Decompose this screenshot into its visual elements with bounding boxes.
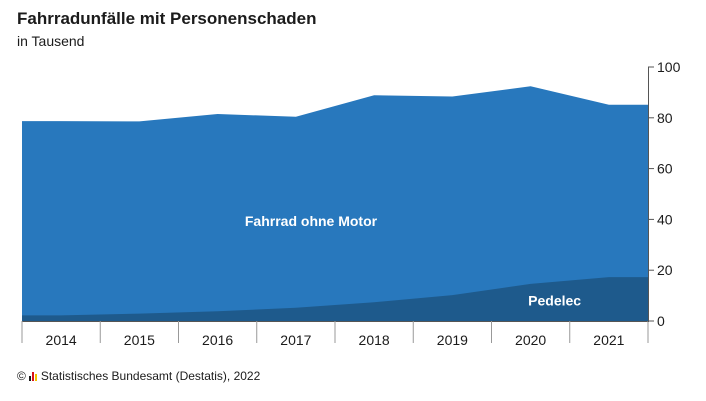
x-tick-label-2017: 2017 <box>280 332 311 348</box>
source-note: © Statistisches Bundesamt (Destatis), 20… <box>17 369 260 383</box>
chart-title: Fahrradunfälle mit Personenschaden <box>17 9 317 28</box>
x-tick-label-2019: 2019 <box>437 332 468 348</box>
y-tick-label-0: 0 <box>657 313 665 329</box>
y-tick-label-40: 40 <box>657 211 673 227</box>
x-tick-label-2018: 2018 <box>359 332 390 348</box>
x-tick-label-2014: 2014 <box>46 332 77 348</box>
chart-subtitle: in Tausend <box>17 33 85 49</box>
x-tick-label-2021: 2021 <box>593 332 624 348</box>
x-tick-label-2016: 2016 <box>202 332 233 348</box>
y-tick-label-20: 20 <box>657 262 673 278</box>
copyright-symbol: © <box>17 369 26 383</box>
y-tick-label-80: 80 <box>657 110 673 126</box>
series-area-fahrrad-ohne-motor <box>22 86 648 321</box>
x-tick-label-2015: 2015 <box>124 332 155 348</box>
destatis-logo-icon <box>28 371 37 381</box>
series-area-pedelec <box>22 277 648 321</box>
series-label-fahrrad-ohne-motor: Fahrrad ohne Motor <box>245 213 378 229</box>
y-tick-label-100: 100 <box>657 59 681 75</box>
y-tick-label-60: 60 <box>657 161 673 177</box>
series-label-pedelec: Pedelec <box>528 293 581 309</box>
source-text: Statistisches Bundesamt (Destatis), 2022 <box>40 369 261 383</box>
x-tick-label-2020: 2020 <box>515 332 546 348</box>
